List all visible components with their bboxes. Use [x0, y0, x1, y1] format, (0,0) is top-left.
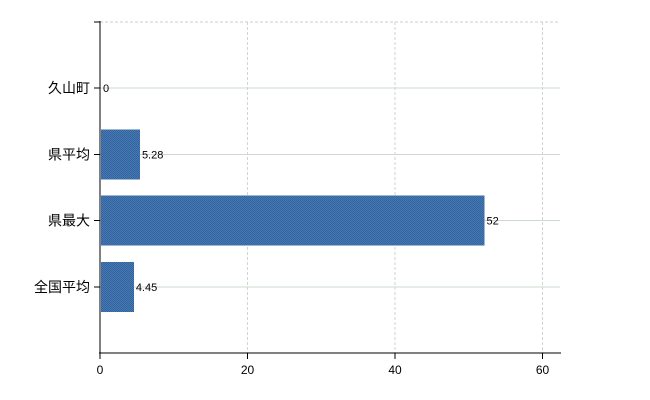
- value-label: 4.45: [136, 282, 157, 294]
- category-label: 県最大: [48, 213, 90, 229]
- bar-2: [101, 195, 485, 246]
- category-label: 久山町: [48, 80, 90, 96]
- x-tick-label: 0: [97, 363, 104, 377]
- value-label: 5.28: [142, 149, 163, 161]
- x-tick-label: 20: [241, 363, 255, 377]
- value-label: 52: [487, 216, 499, 228]
- x-tick-label: 60: [536, 363, 550, 377]
- value-label: 0: [103, 83, 109, 95]
- bar-1: [101, 129, 140, 180]
- bar-3: [101, 261, 134, 312]
- category-label: 県平均: [48, 146, 90, 162]
- x-tick-label: 40: [388, 363, 402, 377]
- category-label: 全国平均: [34, 279, 90, 295]
